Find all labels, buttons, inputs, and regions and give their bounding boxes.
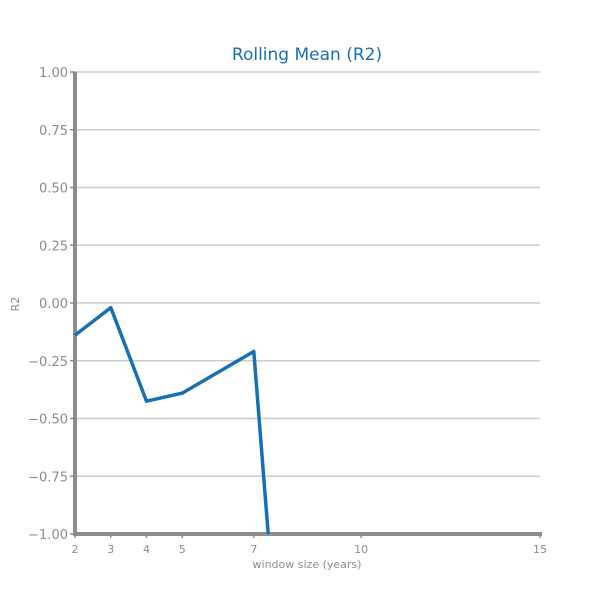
x-tick-label: 3	[107, 543, 114, 556]
y-tick-label: −1.00	[28, 528, 68, 543]
x-tick-label: 5	[179, 543, 186, 556]
axes	[73, 72, 542, 536]
x-axis-ticks: 2 3 4 5 7 10 15	[72, 534, 547, 556]
y-tick-label: −0.25	[28, 355, 68, 370]
chart-title: Rolling Mean (R2)	[232, 45, 382, 65]
y-axis-label: R2	[9, 297, 22, 312]
x-tick-label: 10	[354, 543, 368, 556]
x-tick-label: 4	[143, 543, 150, 556]
y-tick-label: 0.00	[39, 297, 68, 312]
series-group	[73, 305, 270, 535]
y-tick-label: −0.50	[28, 413, 68, 428]
grid-lines	[75, 71, 540, 477]
y-axis-ticks: −1.00 −0.75 −0.50 −0.25 0.00 0.25 0.50 0.75 1.00	[28, 66, 75, 543]
y-tick-label: 0.25	[39, 239, 68, 254]
x-axis-label: window size (years)	[253, 558, 362, 571]
y-tick-label: 1.00	[39, 66, 68, 81]
y-tick-label: −0.75	[28, 470, 68, 485]
x-tick-label: 7	[250, 543, 257, 556]
x-tick-label: 2	[72, 543, 79, 556]
y-tick-label: 0.75	[39, 124, 68, 139]
x-tick-label: 15	[533, 543, 547, 556]
y-tick-label: 0.50	[39, 182, 68, 197]
series-line	[73, 305, 270, 535]
